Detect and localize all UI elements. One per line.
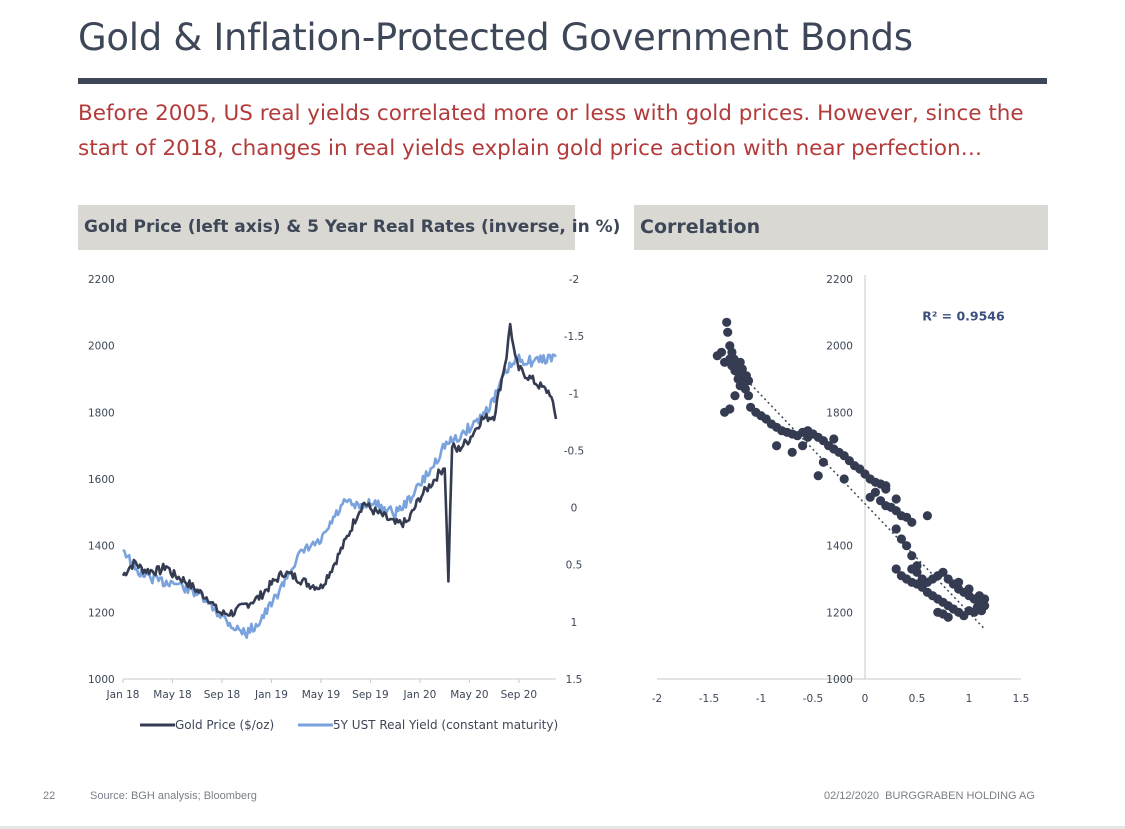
scatter-point	[743, 391, 754, 401]
scatter-point	[922, 587, 932, 597]
legend-yield-label: 5Y UST Real Yield (constant maturity)	[333, 718, 558, 732]
scatter-x-tick-label: -1	[756, 693, 766, 705]
scatter-point	[938, 567, 948, 577]
left-axis-tick-label: 1600	[88, 474, 115, 486]
scatter-point	[813, 471, 823, 481]
scatter-x-tick-label: 0	[862, 693, 869, 705]
right-axis-tick-label: 0	[571, 503, 578, 515]
left-axis-tick-label: 2200	[88, 274, 115, 286]
scatter-point	[720, 357, 730, 367]
right-axis-tick-label: -2	[569, 274, 579, 286]
scatter-point	[896, 534, 906, 544]
slide-title: Gold & Inflation-Protected Government Bo…	[78, 16, 913, 59]
x-axis-tick-label: Jan 19	[254, 689, 288, 701]
scatter-y-tick-label: 2000	[826, 341, 853, 353]
scatter-point	[839, 474, 849, 484]
scatter-point	[735, 381, 745, 391]
source-note: Source: BGH analysis; Bloomberg	[90, 790, 257, 802]
legend-gold-label: Gold Price ($/oz)	[175, 718, 274, 732]
scatter-y-tick-label: 2200	[826, 274, 853, 286]
slide-subtitle: Before 2005, US real yields correlated m…	[78, 101, 1024, 161]
x-axis-tick-label: Sep 20	[501, 689, 538, 701]
title-divider	[78, 78, 1047, 84]
left-axis-tick-label: 1200	[88, 607, 115, 619]
left-panel-title: Gold Price (left axis) & 5 Year Real Rat…	[78, 205, 620, 250]
scatter-point	[891, 524, 901, 534]
scatter-point	[907, 564, 917, 574]
scatter-point	[730, 366, 740, 376]
scatter-x-tick-label: -1.5	[699, 693, 720, 705]
right-axis-tick-label: -1.5	[564, 331, 585, 343]
scatter-point	[954, 577, 964, 587]
scatter-point	[964, 584, 974, 594]
gold-vs-real-yield-line-chart: 2200 2000 1800 1600 1400 1200 1000 -2 -1.5 -1 -0.5…	[88, 274, 585, 732]
scatter-y-tick-label: 1200	[826, 607, 853, 619]
left-axis-tick-label: 1400	[88, 541, 115, 553]
scatter-point	[902, 541, 912, 551]
scatter-y-tick-label: 1800	[826, 407, 853, 419]
right-axis-tick-label: -0.5	[564, 445, 585, 457]
x-axis-tick-label: Jan 18	[106, 689, 140, 701]
scatter-point	[891, 494, 901, 504]
right-panel-title: Correlation	[634, 205, 1048, 250]
scatter-x-tick-label: 0.5	[909, 693, 926, 705]
scatter-x-tick-label: -0.5	[803, 693, 824, 705]
scatter-y-tick-label: 1400	[826, 541, 853, 553]
scatter-point	[907, 517, 917, 527]
x-axis-tick-label: May 19	[302, 689, 340, 701]
x-axis-tick-label: May 18	[153, 689, 191, 701]
scatter-point	[818, 457, 828, 467]
correlation-scatter-chart: 2200 2000 1800 1400 1200 1000 -2 -1.5 -1 -0.5 0 0.5…	[652, 274, 1030, 705]
left-axis-tick-label: 1000	[88, 674, 115, 686]
right-axis-tick-label: -1	[569, 388, 579, 400]
scatter-point	[980, 594, 990, 604]
left-axis-tick-label: 1800	[88, 407, 115, 419]
x-axis-tick-label: Sep 18	[204, 689, 241, 701]
scatter-x-tick-label: 1.5	[1013, 693, 1030, 705]
x-axis-tick-label: Jan 20	[402, 689, 436, 701]
footer-divider	[0, 826, 1125, 829]
scatter-point	[720, 407, 730, 417]
scatter-point	[743, 376, 754, 386]
scatter-point	[723, 327, 733, 337]
real-yield-series-line	[122, 353, 557, 639]
gold-price-series-line	[121, 322, 558, 618]
page-number: 22	[43, 790, 56, 802]
scatter-point	[917, 574, 927, 584]
scatter-point	[803, 432, 813, 442]
scatter-point	[716, 347, 727, 357]
scatter-point	[829, 434, 839, 444]
right-axis-tick-label: 1	[571, 617, 578, 629]
left-axis-tick-label: 2000	[88, 341, 115, 353]
scatter-point	[865, 492, 875, 502]
scatter-x-tick-label: 1	[966, 693, 973, 705]
scatter-x-tick-label: -2	[652, 693, 662, 705]
scatter-point	[798, 441, 808, 451]
scatter-point	[922, 511, 932, 521]
scatter-point	[907, 551, 917, 561]
scatter-y-tick-label: 1000	[826, 674, 853, 686]
scatter-point	[737, 364, 747, 374]
right-axis-tick-label: 0.5	[566, 560, 583, 572]
scatter-point	[722, 317, 732, 327]
scatter-point	[730, 391, 740, 401]
date-company: 02/12/2020 BURGGRABEN HOLDING AG	[824, 790, 1035, 802]
scatter-point	[972, 602, 982, 612]
trendline	[729, 361, 986, 630]
right-axis-tick-label: 1.5	[566, 674, 583, 686]
x-axis-tick-label: May 20	[450, 689, 488, 701]
scatter-point	[891, 564, 901, 574]
scatter-point	[772, 441, 782, 451]
r-squared-annotation: R² = 0.9546	[922, 309, 1005, 324]
scatter-point	[787, 447, 797, 457]
x-axis-tick-label: Sep 19	[352, 689, 389, 701]
scatter-point	[881, 481, 891, 491]
scatter-point	[933, 607, 943, 617]
